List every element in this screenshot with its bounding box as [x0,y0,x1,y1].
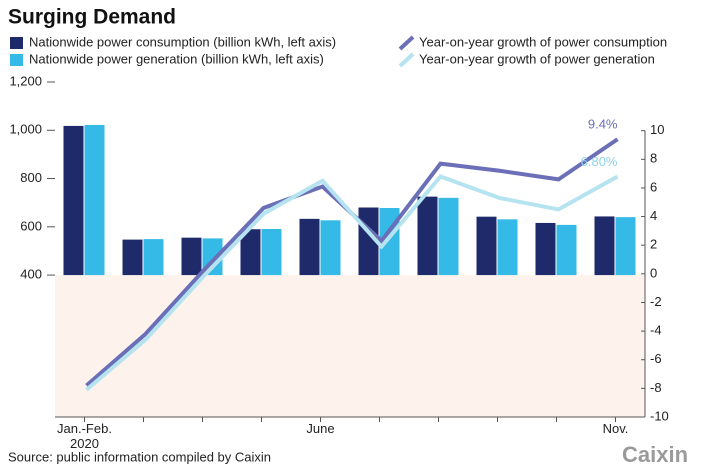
bar [438,197,459,276]
line [85,174,619,392]
y2-tick-label: 0 [650,265,657,280]
y-tick-label: 400 [20,267,42,282]
y2-tick-label: -4 [650,323,662,338]
y-tick-label: 800 [20,170,42,185]
y2-tick-label: -6 [650,351,662,366]
legend-swatch [398,35,415,51]
bar [476,216,497,276]
shaded-area [55,275,645,417]
x-tick-label: Jan.-Feb. 2020 [57,421,112,451]
chart-title: Surging Demand [8,6,176,29]
bar [63,125,84,276]
x-tick-label: Nov. [602,421,629,436]
legend-swatch [398,52,415,68]
bar [594,216,615,276]
y2-tick-label: 4 [650,208,657,223]
bar [556,224,577,276]
bar [84,124,105,276]
value-label: 9.4% [588,117,618,132]
y-tick-label: 1,200 [9,73,42,88]
y2-tick-label: 6 [650,179,657,194]
logo: Caixin [622,442,688,467]
bar [535,222,556,276]
legend-label: Year-on-year growth of power generation [419,51,655,66]
y2-tick-label: -8 [650,380,662,395]
y2-tick-label: 2 [650,237,657,252]
legend-swatch [10,37,23,49]
y2-tick-label: 10 [650,122,664,137]
y2-tick-label: 8 [650,151,657,166]
bar [320,220,341,276]
bar [122,239,143,276]
x-tick-label: June [306,421,335,436]
legend-label: Nationwide power consumption (billion kW… [29,34,336,49]
bar [181,237,202,276]
y-tick-label: 600 [20,218,42,233]
source: Source: public information compiled by C… [8,449,271,464]
legend-label: Year-on-year growth of power consumption [419,34,667,49]
legend-label: Nationwide power generation (billion kWh… [29,51,324,66]
bar [497,219,518,276]
y-tick-label: 1,000 [9,122,42,137]
legend-swatch [10,54,23,66]
bar [261,228,282,276]
value-label: 6.80% [581,154,618,169]
y2-tick-label: -2 [650,294,662,309]
y2-tick-label: -10 [650,408,669,423]
bar [417,196,438,276]
bar [615,217,636,276]
bar [299,218,320,276]
bar [143,239,164,276]
bar [240,229,261,276]
